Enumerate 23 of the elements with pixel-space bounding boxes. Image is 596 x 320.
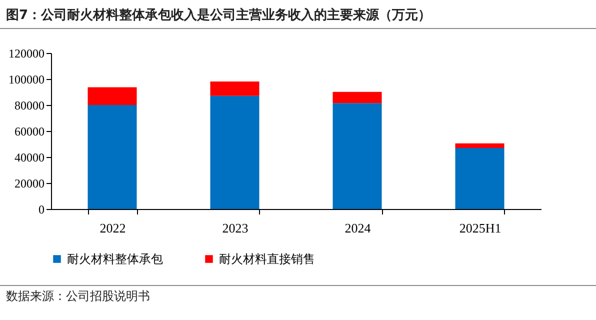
legend-label: 耐火材料直接销售 [219, 252, 315, 266]
x-tick-label: 2022 [100, 220, 126, 236]
y-tick-label: 80000 [14, 98, 44, 112]
bar [332, 92, 382, 104]
bar [88, 105, 137, 209]
bar [210, 81, 260, 96]
source-note: 数据来源：公司招股说明书 [0, 285, 596, 305]
bar [455, 148, 504, 209]
x-tick-label: 2024 [344, 220, 372, 236]
x-tick-label: 2025H1 [459, 220, 502, 236]
bar [332, 103, 382, 209]
y-tick-label: 40000 [14, 150, 44, 164]
y-tick-label: 0 [38, 202, 44, 216]
y-tick-label: 120000 [8, 46, 44, 60]
bar [210, 96, 260, 209]
bar [88, 87, 137, 105]
x-tick-label: 2023 [222, 220, 248, 236]
y-tick-label: 60000 [14, 124, 44, 138]
chart-title: 图7：公司耐火材料整体承包收入是公司主营业务收入的主要来源（万元） [0, 0, 596, 29]
y-tick-label: 100000 [8, 72, 44, 86]
legend-label: 耐火材料整体承包 [67, 252, 163, 266]
y-tick-label: 20000 [14, 176, 44, 190]
bar [455, 143, 504, 148]
